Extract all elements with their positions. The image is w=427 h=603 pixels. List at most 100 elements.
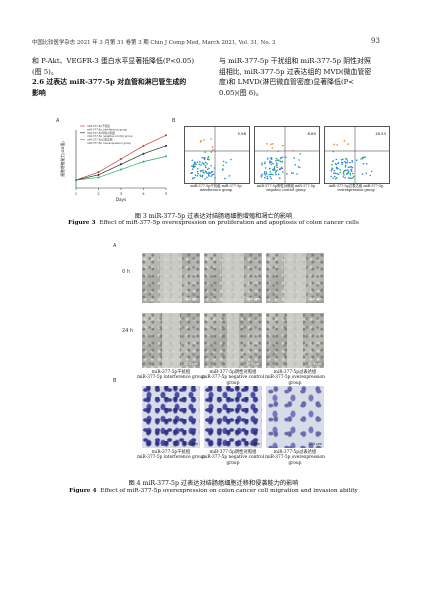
- event-dot: [264, 161, 266, 163]
- event-dot: [208, 171, 210, 174]
- event-dot: [203, 156, 206, 159]
- event-dot: [352, 172, 354, 175]
- event-dot: [347, 171, 350, 174]
- data-point: [142, 152, 145, 155]
- group-caption: miR-377-5p干扰组 miR-377-5p interference gro…: [135, 370, 207, 381]
- event-dot: [266, 177, 269, 180]
- event-dot: [272, 162, 274, 165]
- event-dot: [202, 171, 205, 174]
- event-dot: [293, 157, 296, 159]
- panel-label: A: [113, 243, 117, 249]
- group-caption-en: miR-377-5p interference group: [137, 375, 205, 381]
- event-dot: [361, 173, 364, 175]
- group-caption: miR-377-5p阴性对照组 miR-377-5p negative contr…: [197, 370, 269, 386]
- event-dot: [346, 162, 349, 164]
- event-dot: [214, 177, 216, 179]
- event-dot: [264, 167, 267, 169]
- event-dot: [292, 172, 294, 174]
- event-dot: [349, 161, 351, 164]
- event-dot: [276, 169, 278, 172]
- event-dot: [201, 162, 204, 164]
- scale-bar-label: 200 μm: [246, 442, 260, 446]
- data-point: [165, 155, 167, 158]
- event-dot: [261, 162, 263, 165]
- event-dot: [336, 144, 339, 146]
- event-dot: [266, 150, 269, 152]
- legend-label: miR-377-5p过表达组: [87, 138, 113, 142]
- event-dot: [270, 173, 273, 176]
- event-dot: [191, 177, 194, 179]
- event-dot: [334, 178, 337, 180]
- event-dot: [196, 167, 199, 170]
- legend-label: miR-377-5p interference group: [87, 127, 127, 131]
- event-dot: [337, 167, 339, 170]
- data-point: [97, 173, 100, 176]
- event-dot: [334, 175, 336, 178]
- event-dot: [365, 162, 368, 165]
- event-dot: [343, 174, 345, 176]
- event-dot: [351, 161, 354, 163]
- event-dot: [340, 158, 343, 161]
- event-dot: [266, 143, 268, 145]
- event-dot: [352, 175, 355, 178]
- group-caption-en: miR-377-5p interference group: [137, 455, 205, 461]
- event-dot: [213, 167, 216, 169]
- event-dot: [332, 177, 335, 179]
- event-dot: [207, 172, 210, 175]
- event-dot: [281, 161, 283, 163]
- event-dot: [202, 162, 205, 164]
- event-dot: [191, 168, 194, 170]
- event-dot: [335, 158, 338, 161]
- event-dot: [365, 172, 368, 175]
- event-dot: [343, 170, 345, 173]
- panel-label: B: [113, 378, 117, 384]
- event-dot: [204, 151, 206, 153]
- scale-bar-label: 200 μm: [246, 362, 260, 366]
- event-dot: [364, 156, 366, 159]
- event-dot: [263, 170, 266, 173]
- flow-cytometry-plot: 8.85: [254, 126, 320, 184]
- scale-bar-label: 200 μm: [308, 362, 322, 366]
- panel-label: B: [172, 118, 176, 124]
- event-dot: [194, 174, 197, 176]
- event-dot: [336, 176, 338, 179]
- event-dot: [212, 173, 215, 175]
- event-dot: [349, 166, 351, 168]
- event-dot: [347, 170, 350, 172]
- row-label: 0 h: [122, 269, 130, 275]
- event-dot: [190, 172, 192, 175]
- event-dot: [266, 175, 268, 178]
- event-dot: [277, 150, 279, 153]
- event-dot: [264, 162, 266, 165]
- flow-caption: miR-377-5p过表达组 miR-377-5p overexpression…: [328, 184, 384, 193]
- event-dot: [339, 171, 342, 174]
- event-dot: [292, 149, 294, 152]
- event-dot: [333, 169, 335, 172]
- section-heading-cont: 影响: [32, 88, 46, 97]
- event-dot: [282, 171, 284, 173]
- event-dot: [196, 161, 199, 163]
- left-column: 和 P-Akt、VEGFR-3 蛋白水平显著抵降低(P<0.05) (图 5)。…: [32, 56, 212, 98]
- x-tick-label: 1: [75, 192, 77, 196]
- event-dot: [204, 166, 207, 169]
- x-axis-label: Days: [116, 197, 126, 202]
- event-dot: [299, 153, 301, 155]
- event-dot: [211, 146, 214, 148]
- event-dot: [196, 170, 199, 173]
- scale-bar-label: 200 μm: [246, 297, 260, 301]
- body-line: 组相比, miR-377-5p 过表达组的 MVD(微血管密: [219, 67, 372, 76]
- wound-healing-image: 200 μm: [204, 313, 262, 368]
- data-point: [97, 176, 100, 179]
- event-dot: [199, 174, 201, 176]
- event-dot: [270, 163, 272, 166]
- event-dot: [228, 175, 231, 177]
- series-line: [75, 145, 167, 181]
- event-dot: [297, 165, 300, 168]
- event-dot: [344, 176, 346, 179]
- event-dot: [199, 140, 202, 143]
- scale-bar-label: 200 μm: [184, 362, 198, 366]
- caption-text: Effect of miR-377-5p overexpression on c…: [100, 488, 358, 494]
- event-dot: [201, 169, 203, 172]
- event-dot: [294, 163, 297, 166]
- event-dot: [261, 164, 263, 166]
